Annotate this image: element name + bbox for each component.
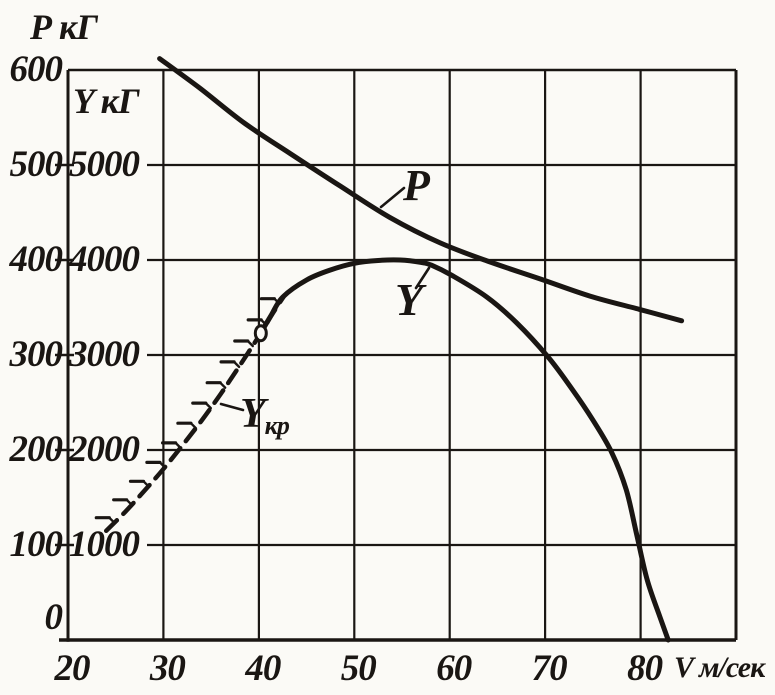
curve-P [157, 56, 685, 324]
x-tick-label: 30 [149, 648, 186, 689]
curve-label-Y: Y [395, 274, 423, 325]
x-axis-title: V м/сек [674, 651, 765, 684]
curve-label-P: P [403, 161, 430, 210]
hatch-flag-tail [232, 360, 241, 369]
x-tick-label: 50 [340, 648, 377, 689]
y-label-leader [414, 266, 431, 290]
x-tick-label: 40 [245, 648, 281, 689]
hatch-flag-tail [260, 318, 268, 327]
p-axis-tick-label: 200 [9, 429, 64, 470]
curve-Y_kr [103, 292, 287, 534]
hatch-flag-tail [218, 381, 227, 389]
p-axis-tick-label: 100 [9, 524, 64, 565]
p-axis-tick-label: 600 [9, 49, 64, 90]
curve-label-Ykr-main: Y [240, 391, 266, 437]
x-tick-label: 70 [531, 648, 568, 689]
hatch-flag-tail [204, 401, 213, 410]
y-axis-tick-label: 2000 [69, 429, 140, 470]
curve-label-Ykr: Yкр [240, 393, 290, 445]
markers [253, 324, 268, 343]
x-tick-label: 80 [627, 648, 663, 689]
p-label-leader [379, 186, 406, 209]
y-axis-tick-label: 4000 [69, 239, 140, 280]
ykr-label-leader [219, 402, 245, 412]
hatch-flag-tail [246, 339, 255, 348]
stall-point-marker [253, 324, 268, 343]
y-axis-tick-label: 3000 [69, 334, 140, 375]
gridlines [55, 70, 736, 640]
p-axis-tick-label: 500 [9, 144, 64, 185]
leader-lines [219, 186, 431, 412]
y-axis-tick-label: 5000 [69, 144, 140, 185]
p-axis-title: Р кГ [30, 7, 98, 47]
y-axis-title: Y кГ [73, 81, 140, 121]
y-axis-tick-label: 1000 [69, 524, 140, 565]
curve-label-Ykr-subscript: кр [264, 411, 290, 440]
curve-Y [258, 257, 671, 643]
p-axis-tick-label: 400 [9, 239, 64, 280]
p-axis-tick-label: 0 [44, 597, 64, 638]
x-tick-label: 60 [436, 648, 472, 689]
curves [94, 56, 685, 643]
p-axis-tick-label: 300 [9, 334, 64, 375]
x-tick-label: 20 [54, 648, 91, 689]
